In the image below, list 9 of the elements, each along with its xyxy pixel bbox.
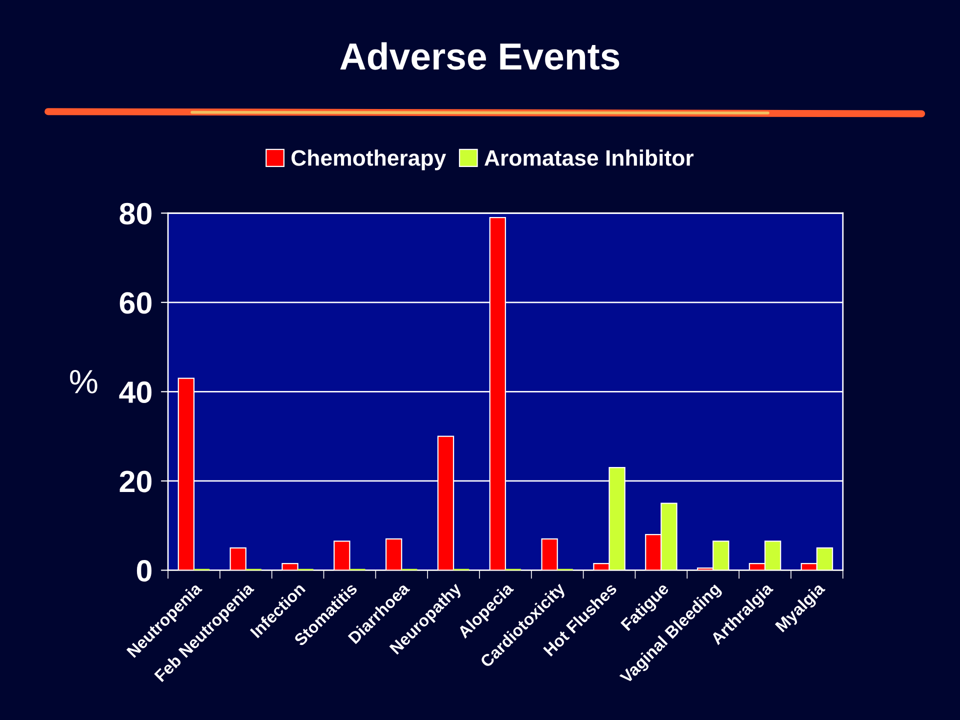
legend-label: Aromatase Inhibitor bbox=[484, 150, 694, 166]
y-tick-label: 60 bbox=[120, 292, 152, 314]
y-tick-label: 40 bbox=[119, 381, 152, 404]
chart-title: Adverse Events bbox=[340, 42, 620, 70]
y-tick-label: 0 bbox=[136, 560, 152, 582]
y-tick-label: 80 bbox=[120, 202, 152, 224]
y-axis-title: % bbox=[70, 370, 98, 394]
legend-label: Chemotherapy bbox=[292, 150, 446, 170]
y-tick-label: 20 bbox=[120, 470, 152, 492]
